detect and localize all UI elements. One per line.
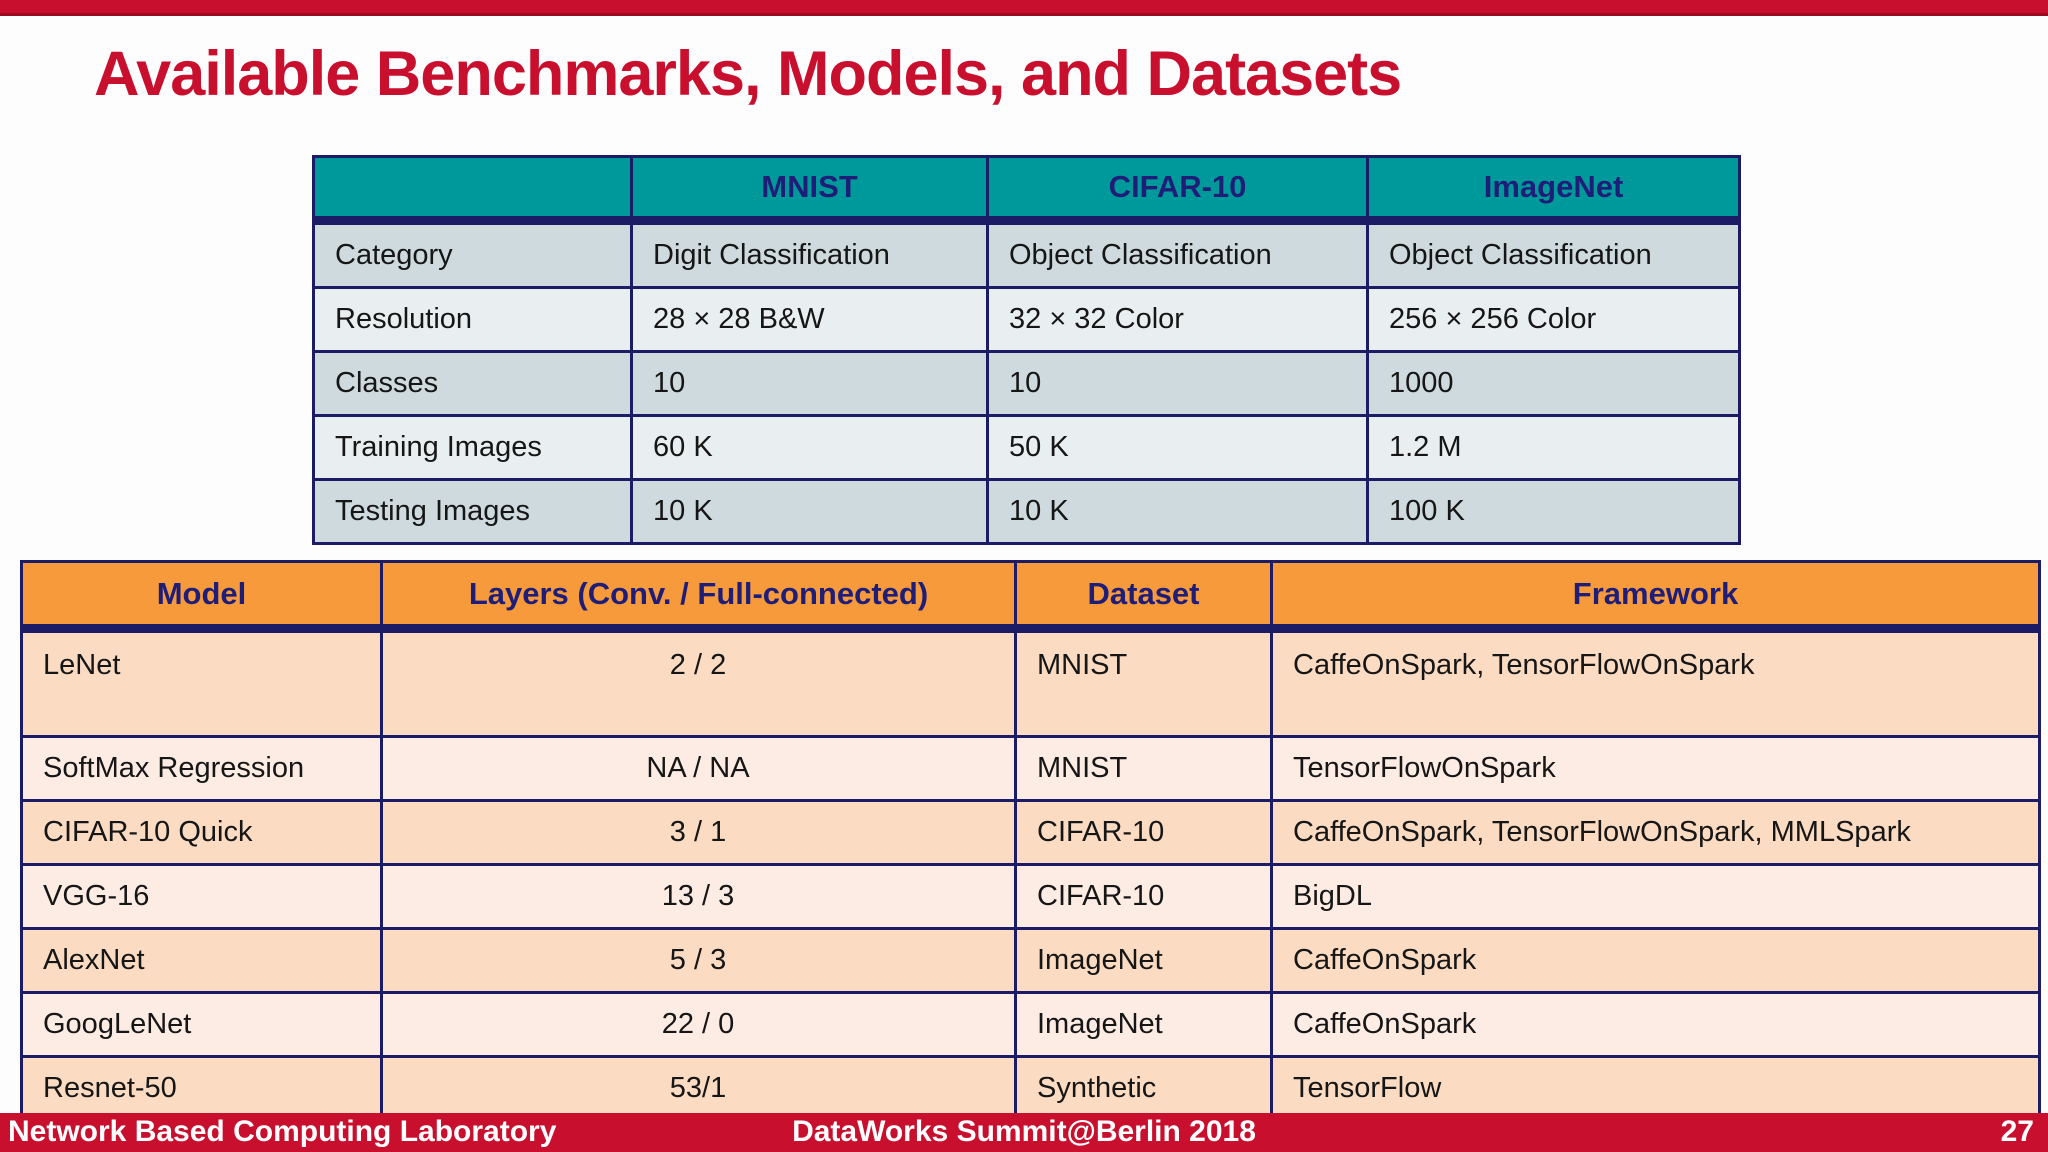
cell-framework: TensorFlowOnSpark — [1270, 735, 2041, 802]
cell-framework: CaffeOnSpark — [1270, 991, 2041, 1058]
table-row-alexnet: AlexNet 5 / 3 ImageNet CaffeOnSpark — [20, 927, 2041, 994]
datasets-header-row: MNIST CIFAR-10 ImageNet — [312, 155, 1741, 225]
cell-framework: TensorFlow — [1270, 1055, 2041, 1122]
row-label: Classes — [312, 350, 633, 417]
cell-layers: 5 / 3 — [380, 927, 1017, 994]
table-row-googlenet: GoogLeNet 22 / 0 ImageNet CaffeOnSpark — [20, 991, 2041, 1058]
cell-model: SoftMax Regression — [20, 735, 383, 802]
cell-framework: CaffeOnSpark — [1270, 927, 2041, 994]
models-header-model: Model — [20, 560, 383, 633]
cell-framework: CaffeOnSpark, TensorFlowOnSpark, MMLSpar… — [1270, 799, 2041, 866]
table-row-resnet50: Resnet-50 53/1 Synthetic TensorFlow — [20, 1055, 2041, 1122]
cell-model: Resnet-50 — [20, 1055, 383, 1122]
models-header-dataset: Dataset — [1014, 560, 1273, 633]
table-row-classes: Classes 10 10 1000 — [312, 350, 1741, 417]
datasets-header-blank — [312, 155, 633, 225]
table-row-training-images: Training Images 60 K 50 K 1.2 M — [312, 414, 1741, 481]
cell-imagenet-testing: 100 K — [1366, 478, 1741, 545]
cell-cifar10-category: Object Classification — [986, 219, 1369, 289]
table-row-cifar10-quick: CIFAR-10 Quick 3 / 1 CIFAR-10 CaffeOnSpa… — [20, 799, 2041, 866]
cell-imagenet-training: 1.2 M — [1366, 414, 1741, 481]
row-label: Training Images — [312, 414, 633, 481]
datasets-header-cifar10: CIFAR-10 — [986, 155, 1369, 225]
row-label: Resolution — [312, 286, 633, 353]
cell-layers: 53/1 — [380, 1055, 1017, 1122]
cell-dataset: Synthetic — [1014, 1055, 1273, 1122]
cell-mnist-training: 60 K — [630, 414, 989, 481]
cell-layers: 13 / 3 — [380, 863, 1017, 930]
footer-lab-name: Network Based Computing Laboratory — [8, 1115, 557, 1148]
cell-layers: NA / NA — [380, 735, 1017, 802]
cell-dataset: CIFAR-10 — [1014, 799, 1273, 866]
cell-imagenet-category: Object Classification — [1366, 219, 1741, 289]
datasets-table: MNIST CIFAR-10 ImageNet Category Digit C… — [312, 155, 1741, 545]
table-row-vgg16: VGG-16 13 / 3 CIFAR-10 BigDL — [20, 863, 2041, 930]
cell-dataset: CIFAR-10 — [1014, 863, 1273, 930]
cell-mnist-testing: 10 K — [630, 478, 989, 545]
cell-model: GoogLeNet — [20, 991, 383, 1058]
slide-title: Available Benchmarks, Models, and Datase… — [94, 39, 1402, 109]
cell-cifar10-classes: 10 — [986, 350, 1369, 417]
cell-mnist-classes: 10 — [630, 350, 989, 417]
footer-bar: Network Based Computing Laboratory DataW… — [0, 1113, 2048, 1152]
cell-framework: BigDL — [1270, 863, 2041, 930]
datasets-header-imagenet: ImageNet — [1366, 155, 1741, 225]
row-label: Category — [312, 219, 633, 289]
table-row-resolution: Resolution 28 × 28 B&W 32 × 32 Color 256… — [312, 286, 1741, 353]
cell-cifar10-testing: 10 K — [986, 478, 1369, 545]
cell-cifar10-training: 50 K — [986, 414, 1369, 481]
cell-imagenet-resolution: 256 × 256 Color — [1366, 286, 1741, 353]
cell-dataset: MNIST — [1014, 735, 1273, 802]
cell-mnist-resolution: 28 × 28 B&W — [630, 286, 989, 353]
models-header-layers: Layers (Conv. / Full-connected) — [380, 560, 1017, 633]
cell-dataset: MNIST — [1014, 627, 1273, 738]
cell-model: VGG-16 — [20, 863, 383, 930]
cell-cifar10-resolution: 32 × 32 Color — [986, 286, 1369, 353]
cell-layers: 22 / 0 — [380, 991, 1017, 1058]
cell-model: CIFAR-10 Quick — [20, 799, 383, 866]
cell-model: AlexNet — [20, 927, 383, 994]
table-row-testing-images: Testing Images 10 K 10 K 100 K — [312, 478, 1741, 545]
footer-page-number: 27 — [2000, 1115, 2034, 1148]
table-row-lenet: LeNet 2 / 2 MNIST CaffeOnSpark, TensorFl… — [20, 627, 2041, 738]
cell-imagenet-classes: 1000 — [1366, 350, 1741, 417]
models-header-row: Model Layers (Conv. / Full-connected) Da… — [20, 560, 2041, 633]
models-table: Model Layers (Conv. / Full-connected) Da… — [20, 560, 2041, 1122]
models-header-framework: Framework — [1270, 560, 2041, 633]
row-label: Testing Images — [312, 478, 633, 545]
table-row-softmax-regression: SoftMax Regression NA / NA MNIST TensorF… — [20, 735, 2041, 802]
cell-layers: 3 / 1 — [380, 799, 1017, 866]
cell-dataset: ImageNet — [1014, 927, 1273, 994]
datasets-header-mnist: MNIST — [630, 155, 989, 225]
cell-model: LeNet — [20, 627, 383, 738]
cell-mnist-category: Digit Classification — [630, 219, 989, 289]
table-row-category: Category Digit Classification Object Cla… — [312, 219, 1741, 289]
cell-framework: CaffeOnSpark, TensorFlowOnSpark — [1270, 627, 2041, 738]
cell-dataset: ImageNet — [1014, 991, 1273, 1058]
cell-layers: 2 / 2 — [380, 627, 1017, 738]
footer-conference: DataWorks Summit@Berlin 2018 — [792, 1115, 1256, 1148]
top-accent-bar — [0, 0, 2048, 16]
